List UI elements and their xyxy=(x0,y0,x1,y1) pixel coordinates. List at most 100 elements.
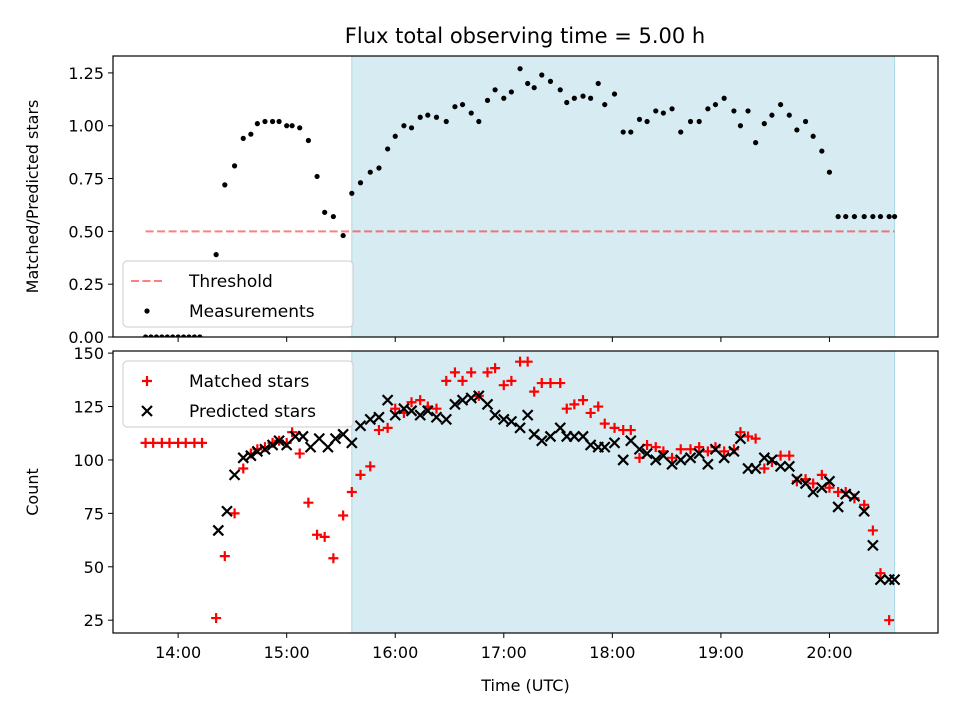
measurement-point xyxy=(571,95,577,101)
measurement-point xyxy=(843,213,849,220)
predicted-star-point xyxy=(617,454,629,466)
predicted-star-point xyxy=(346,437,358,449)
x-tick-label: 14:00 xyxy=(155,643,201,662)
measurement-point xyxy=(531,85,537,91)
x-tick-label: 19:00 xyxy=(698,643,744,662)
matched-star-point xyxy=(536,378,547,389)
measurement-point xyxy=(401,123,407,129)
matched-star-point xyxy=(490,363,501,374)
measurement-point xyxy=(851,213,858,220)
matched-star-point xyxy=(319,531,330,542)
highlight-span xyxy=(351,55,896,338)
matched-star-point xyxy=(219,551,230,562)
measurement-point xyxy=(611,91,618,97)
y-tick-label: 0.00 xyxy=(68,328,104,347)
matched-star-point xyxy=(303,497,314,508)
measurement-point xyxy=(678,129,684,135)
measurement-point xyxy=(297,125,303,131)
measurement-point xyxy=(508,89,514,95)
predicted-star-point xyxy=(709,443,722,456)
measurement-point xyxy=(886,213,892,220)
y-tick-label: 25 xyxy=(84,611,104,630)
legend: Threshold Measurements xyxy=(122,260,354,328)
predicted-star-point xyxy=(266,439,279,451)
matched-star-point xyxy=(578,395,589,406)
measurement-point xyxy=(786,112,792,118)
y-tick-label: 125 xyxy=(73,398,104,417)
x-tick-label: 17:00 xyxy=(481,643,527,662)
measurement-point xyxy=(712,101,719,108)
measurement-point xyxy=(322,209,328,215)
legend: Matched stars Predicted stars xyxy=(122,360,354,428)
predicted-star-point xyxy=(554,422,567,434)
y-tick-label: 0.25 xyxy=(68,275,104,294)
predicted-star-point xyxy=(297,430,309,443)
y-tick-label: 50 xyxy=(84,558,104,577)
predicted-star-point xyxy=(536,434,548,447)
measurement-point xyxy=(340,232,346,239)
matched-star-point xyxy=(650,442,661,453)
matched-star-point xyxy=(466,367,477,378)
predicted-star-point xyxy=(783,460,796,473)
measurement-point xyxy=(810,133,816,139)
matched-star-point xyxy=(816,469,827,480)
y-tick-label: 75 xyxy=(84,504,104,523)
measurement-point xyxy=(367,169,373,175)
predicted-star-point xyxy=(749,462,762,475)
measurement-point xyxy=(408,125,415,131)
matched-star-point xyxy=(593,401,604,412)
measurement-point xyxy=(539,72,545,78)
measurement-point xyxy=(191,334,198,337)
measurement-point xyxy=(517,66,523,72)
matched-star-point xyxy=(355,469,366,480)
legend-label: Matched stars xyxy=(189,372,309,392)
measurement-point xyxy=(385,146,391,152)
measurement-point xyxy=(170,334,176,337)
predicted-star-point xyxy=(598,441,611,453)
measurement-point xyxy=(660,110,666,116)
predicted-star-point xyxy=(608,437,621,449)
measurement-point xyxy=(468,110,474,116)
measurement-point xyxy=(819,148,825,154)
matched-star-point xyxy=(609,422,620,433)
measurement-point xyxy=(476,118,482,125)
matched-star-point xyxy=(545,378,556,389)
measurement-point xyxy=(644,118,650,125)
axes-frame xyxy=(112,55,939,338)
y-tick-label: 100 xyxy=(73,451,104,470)
matched-star-point xyxy=(735,427,746,438)
predicted-star-point xyxy=(874,573,887,586)
matched-star-point xyxy=(561,403,572,414)
measurement-point xyxy=(417,114,423,120)
measurement-point xyxy=(669,106,675,112)
matched-star-point xyxy=(498,380,509,391)
y-axis-label: Count xyxy=(23,468,42,516)
legend-predicted-swatch xyxy=(141,405,153,417)
plot-area xyxy=(140,356,901,626)
predicted-star-point xyxy=(657,449,670,462)
matched-star-point xyxy=(164,437,175,448)
predicted-star-point xyxy=(774,460,787,473)
measurement-point xyxy=(753,140,759,146)
matched-star-point xyxy=(390,403,401,414)
chart-title: Flux total observing time = 5.00 h xyxy=(345,24,705,48)
measurement-point xyxy=(452,104,458,110)
measurement-point xyxy=(231,163,238,169)
x-axis-label: Time (UTC) xyxy=(480,676,569,695)
measurement-point xyxy=(284,123,290,129)
predicted-star-point xyxy=(718,452,730,464)
matched-star-point xyxy=(180,437,191,448)
predicted-star-point xyxy=(440,413,453,426)
predicted-star-point xyxy=(702,458,714,471)
x-tick-label: 16:00 xyxy=(372,643,418,662)
matched-star-point xyxy=(625,425,636,436)
predicted-star-point xyxy=(354,419,367,432)
predicted-star-point xyxy=(422,405,434,417)
predicted-star-point xyxy=(259,443,271,456)
matched-star-point xyxy=(441,375,452,386)
matched-star-point xyxy=(529,386,540,397)
measurement-point xyxy=(687,118,694,125)
matched-star-point xyxy=(569,399,580,410)
measurement-point xyxy=(376,165,382,171)
